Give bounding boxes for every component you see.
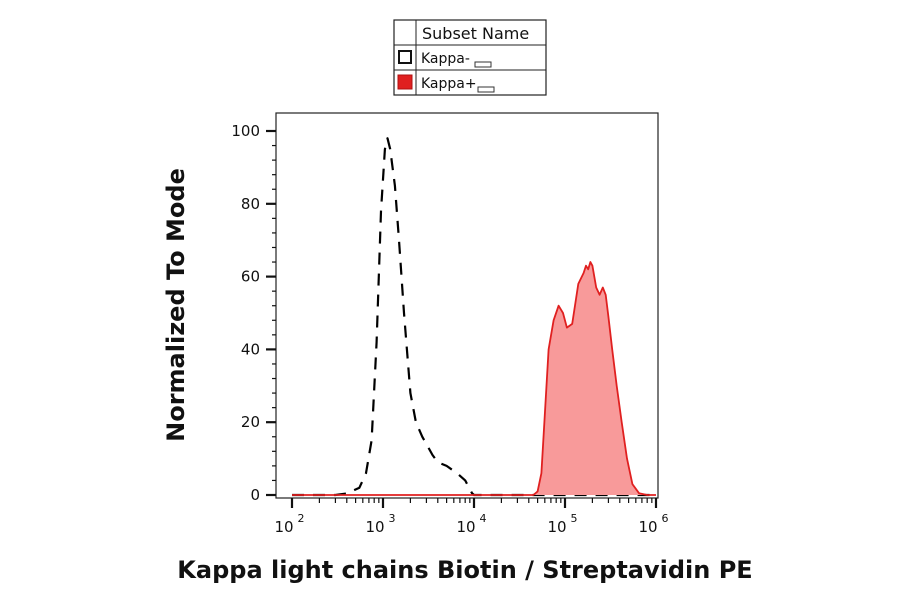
- y-tick-label: 100: [231, 122, 260, 140]
- x-tick-label: 10: [365, 518, 384, 536]
- y-tick-label: 80: [241, 195, 260, 213]
- legend-label-kappa-neg: Kappa-: [421, 51, 470, 67]
- x-tick-exponent: 2: [298, 512, 305, 525]
- x-tick-label: 10: [547, 518, 566, 536]
- series-line-kappa-neg: [292, 137, 656, 497]
- legend-slider-kappa-neg: [474, 61, 492, 68]
- y-tick-label: 40: [241, 340, 260, 358]
- series-line-kappa-pos: [292, 261, 656, 496]
- y-tick-label: 60: [241, 268, 260, 286]
- x-tick-label: 10: [456, 518, 475, 536]
- y-tick-label: 20: [241, 413, 260, 431]
- series-fill-kappa-pos: [292, 262, 656, 495]
- x-tick-exponent: 5: [571, 512, 578, 525]
- x-axis-title: Kappa light chains Biotin / Streptavidin…: [177, 556, 752, 584]
- x-tick-exponent: 3: [389, 512, 396, 525]
- x-tick-label: 10: [274, 518, 293, 536]
- legend-frame: [393, 19, 547, 96]
- legend-label-kappa-pos: Kappa+: [421, 76, 477, 92]
- x-axis: 10 2 10 3 10 4 10 5 10 6: [274, 498, 669, 536]
- legend-swatch-kappa-neg: [398, 50, 412, 64]
- legend-swatch-kappa-pos: [397, 74, 413, 90]
- x-tick-exponent: 4: [480, 512, 487, 525]
- x-tick-exponent: 6: [662, 512, 669, 525]
- x-tick-label: 10: [638, 518, 657, 536]
- y-axis: 0 20 40 60 80 100: [231, 122, 276, 504]
- series-layer: [292, 137, 656, 497]
- legend-header: Subset Name: [422, 24, 529, 43]
- legend: Subset Name Kappa- Kappa+: [393, 19, 547, 96]
- y-tick-label: 0: [250, 486, 260, 504]
- legend-slider-kappa-pos: [477, 86, 495, 93]
- y-axis-title: Normalized To Mode: [162, 168, 190, 442]
